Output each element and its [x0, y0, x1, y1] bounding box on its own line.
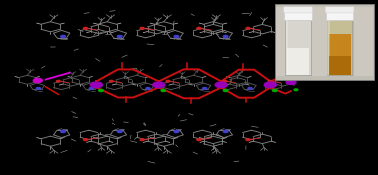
Circle shape	[161, 89, 166, 92]
Bar	[284, 10, 311, 20]
Circle shape	[84, 27, 88, 29]
Bar	[286, 20, 288, 75]
Circle shape	[264, 82, 276, 88]
Circle shape	[246, 139, 250, 141]
Circle shape	[268, 80, 272, 82]
Circle shape	[197, 27, 201, 29]
Circle shape	[60, 35, 65, 38]
FancyBboxPatch shape	[325, 7, 354, 13]
Circle shape	[246, 27, 250, 29]
Circle shape	[203, 88, 207, 89]
Circle shape	[223, 80, 226, 82]
Circle shape	[153, 82, 165, 88]
Circle shape	[215, 82, 227, 88]
Circle shape	[223, 130, 228, 133]
Circle shape	[60, 130, 65, 133]
Bar	[275, 4, 374, 80]
Circle shape	[84, 139, 88, 141]
Bar	[287, 48, 309, 75]
Circle shape	[223, 35, 228, 38]
Bar	[285, 20, 311, 75]
Circle shape	[140, 27, 144, 29]
Circle shape	[174, 35, 179, 38]
Bar	[327, 20, 352, 75]
Bar	[326, 10, 353, 20]
Circle shape	[166, 80, 170, 82]
Bar	[328, 21, 353, 76]
Circle shape	[89, 88, 93, 89]
Circle shape	[223, 89, 228, 92]
Circle shape	[140, 139, 144, 141]
Circle shape	[90, 82, 102, 88]
Circle shape	[33, 78, 42, 83]
Circle shape	[117, 130, 122, 133]
Bar	[327, 20, 330, 75]
Bar	[328, 56, 350, 75]
FancyBboxPatch shape	[284, 7, 312, 13]
Circle shape	[110, 80, 113, 82]
Circle shape	[286, 80, 296, 85]
Circle shape	[57, 80, 60, 82]
Bar	[286, 21, 312, 76]
Bar	[328, 34, 350, 75]
Circle shape	[273, 89, 277, 92]
Circle shape	[146, 88, 150, 89]
Circle shape	[99, 89, 103, 92]
Circle shape	[248, 88, 252, 89]
Circle shape	[36, 88, 40, 89]
Circle shape	[294, 89, 298, 91]
Circle shape	[174, 130, 179, 133]
Circle shape	[197, 139, 201, 141]
Circle shape	[117, 35, 122, 38]
Bar	[276, 7, 373, 76]
